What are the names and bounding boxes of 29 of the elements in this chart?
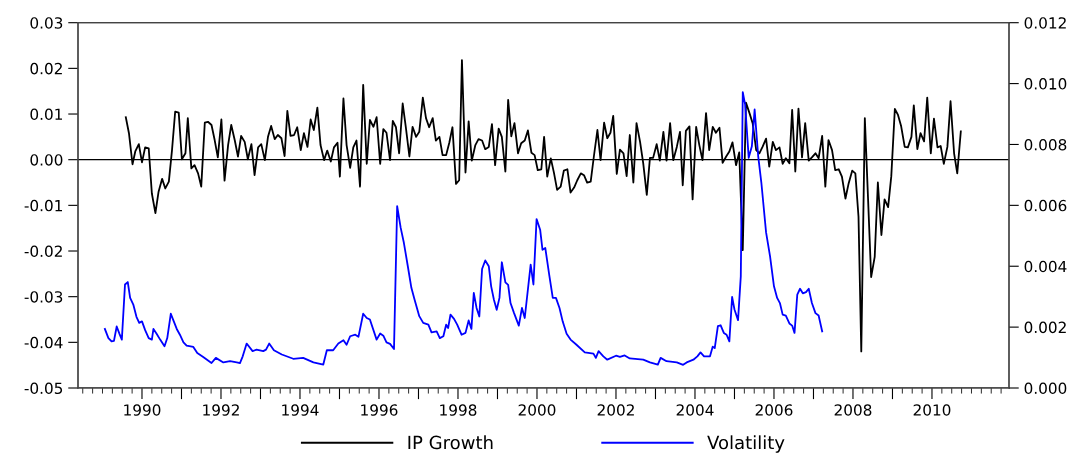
y-tick-label: 0.02 [30, 62, 62, 75]
y2-tick-label: 0.006 [1024, 199, 1067, 212]
y-tick-label: 0.03 [30, 17, 63, 29]
x-tick-label: 1994 [282, 404, 319, 416]
y2-tick-label: 0.008 [1024, 138, 1067, 151]
y2-tick-label: 0.002 [1024, 321, 1066, 334]
legend-label: IP Growth [408, 435, 493, 450]
x-tick-label: 2004 [676, 404, 714, 416]
legend-label: Volatility [707, 435, 785, 453]
x-tick-label: 2008 [834, 404, 872, 416]
y-tick-label: 0.00 [30, 154, 63, 166]
y-tick-label: -0.01 [24, 199, 63, 212]
y2-tick-label: 0.010 [1024, 78, 1067, 90]
x-tick-label: 2006 [755, 404, 793, 416]
x-tick-label: 1996 [361, 404, 398, 416]
y2-tick-label: 0.012 [1024, 17, 1066, 29]
x-tick-label: 2000 [518, 404, 556, 416]
y-tick-label: 0.01 [30, 108, 63, 121]
y-tick-label: -0.04 [24, 336, 63, 349]
y2-tick-label: 0.004 [1024, 260, 1067, 273]
y2-tick-label: 0.000 [1024, 382, 1067, 395]
x-tick-label: 1990 [124, 404, 161, 416]
x-tick-label: 2002 [597, 404, 634, 416]
y-tick-label: -0.03 [24, 291, 63, 303]
x-tick-label: 2010 [913, 404, 951, 416]
x-tick-label: 1998 [440, 404, 477, 416]
x-tick-label: 1992 [203, 404, 239, 416]
y-tick-label: -0.02 [24, 245, 62, 258]
y-tick-label: -0.05 [24, 382, 63, 395]
